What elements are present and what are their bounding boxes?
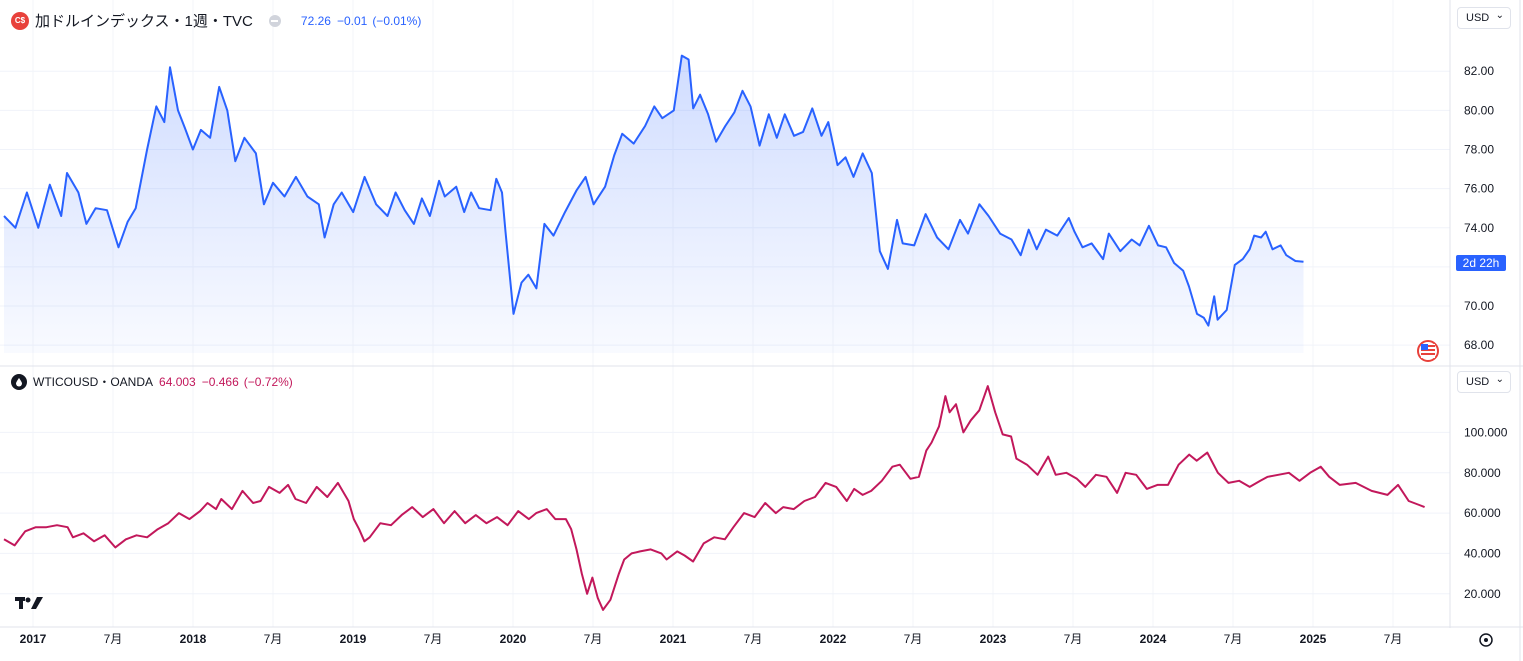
- price-tick-label: 80.00: [1464, 103, 1494, 117]
- oil-price-value: 64.003: [159, 374, 196, 389]
- time-tick-label: 7月: [104, 632, 123, 646]
- time-tick-label: 2017: [20, 632, 47, 646]
- cad-index-area-group: [3, 54, 1304, 353]
- tradingview-logo-icon[interactable]: [15, 597, 43, 609]
- time-tick-label: 7月: [1064, 632, 1083, 646]
- cad-currency-icon: C$: [11, 11, 29, 30]
- chevron-down-icon: ⌄: [1495, 374, 1504, 385]
- main-currency-dropdown[interactable]: USD ⌄: [1457, 7, 1511, 29]
- price-tick-label: 74.00: [1464, 221, 1494, 235]
- oil-tick-label: 80.000: [1464, 466, 1501, 480]
- price-tick-label: 78.00: [1464, 142, 1494, 156]
- time-tick-label: 2024: [1140, 632, 1167, 646]
- countdown-label-bg: [1456, 255, 1506, 271]
- time-tick-label: 2018: [180, 632, 207, 646]
- main-currency-label: USD: [1466, 12, 1490, 24]
- countdown-label: 2d 22h: [1463, 256, 1500, 270]
- oil-pane-legend: WTICOUSD・OANDA 64.003 −0.466 (−0.72%): [11, 373, 293, 390]
- time-tick-label: 2020: [500, 632, 527, 646]
- wti-line[interactable]: [3, 385, 1425, 611]
- oil-price-change-pct: (−0.72%): [243, 374, 293, 389]
- time-axis-ticks: 2017 7月 2018 7月 2019 7月 2020 7月 2021 7月 2022 7月 2023…: [20, 632, 1403, 646]
- time-axis-settings-icon[interactable]: [1479, 633, 1493, 647]
- time-tick-label: 7月: [744, 632, 763, 646]
- oil-price-change: −0.466: [201, 374, 239, 389]
- oil-tick-label: 20.000: [1464, 587, 1501, 601]
- oil-tick-label: 40.000: [1464, 546, 1501, 560]
- time-tick-label: 2023: [980, 632, 1007, 646]
- time-tick-label: 2025: [1300, 632, 1327, 646]
- oil-tick-label: 100.000: [1464, 425, 1508, 439]
- wti-line-group: [3, 385, 1425, 611]
- oil-tick-label: 60.000: [1464, 506, 1501, 520]
- us-flag-icon: [1417, 340, 1439, 362]
- oil-drop-icon: [11, 373, 27, 390]
- time-tick-label: 7月: [424, 632, 443, 646]
- chevron-down-icon: ⌄: [1495, 10, 1504, 21]
- time-tick-label: 7月: [264, 632, 283, 646]
- oil-currency-label: USD: [1466, 376, 1490, 388]
- last-price-label-group: 2d 22h: [1456, 255, 1506, 271]
- price-tick-label: 82.00: [1464, 64, 1494, 78]
- time-tick-label: 2019: [340, 632, 367, 646]
- time-tick-label: 7月: [584, 632, 603, 646]
- main-price-change: −0.01: [336, 13, 368, 28]
- oil-currency-dropdown[interactable]: USD ⌄: [1457, 371, 1511, 393]
- oil-pane-grid: [0, 431, 1450, 595]
- time-tick-label: 2021: [660, 632, 687, 646]
- cad-index-area-fill: [4, 55, 1304, 353]
- main-price-value: 72.26: [300, 13, 331, 28]
- cad-index-line[interactable]: [3, 54, 1304, 327]
- oil-scale-ticks: 100.000 80.000 60.000 40.000 20.000: [1464, 425, 1508, 600]
- time-tick-label: 2022: [820, 632, 847, 646]
- oil-symbol-title[interactable]: WTICOUSD・OANDA: [33, 375, 154, 389]
- main-symbol-title[interactable]: 加ドルインデックス・1週・TVC: [35, 13, 253, 30]
- price-tick-label: 68.00: [1464, 338, 1494, 352]
- time-tick-label: 7月: [1224, 632, 1243, 646]
- main-pane-legend: C$ 加ドルインデックス・1週・TVC 72.26 −0.01 (−0.01%): [11, 10, 421, 31]
- time-tick-label: 7月: [1384, 632, 1403, 646]
- main-price-change-pct: (−0.01%): [372, 13, 422, 28]
- time-tick-label: 7月: [904, 632, 923, 646]
- hide-series-icon[interactable]: [268, 14, 281, 27]
- price-tick-label: 70.00: [1464, 299, 1494, 313]
- price-tick-label: 76.00: [1464, 182, 1494, 196]
